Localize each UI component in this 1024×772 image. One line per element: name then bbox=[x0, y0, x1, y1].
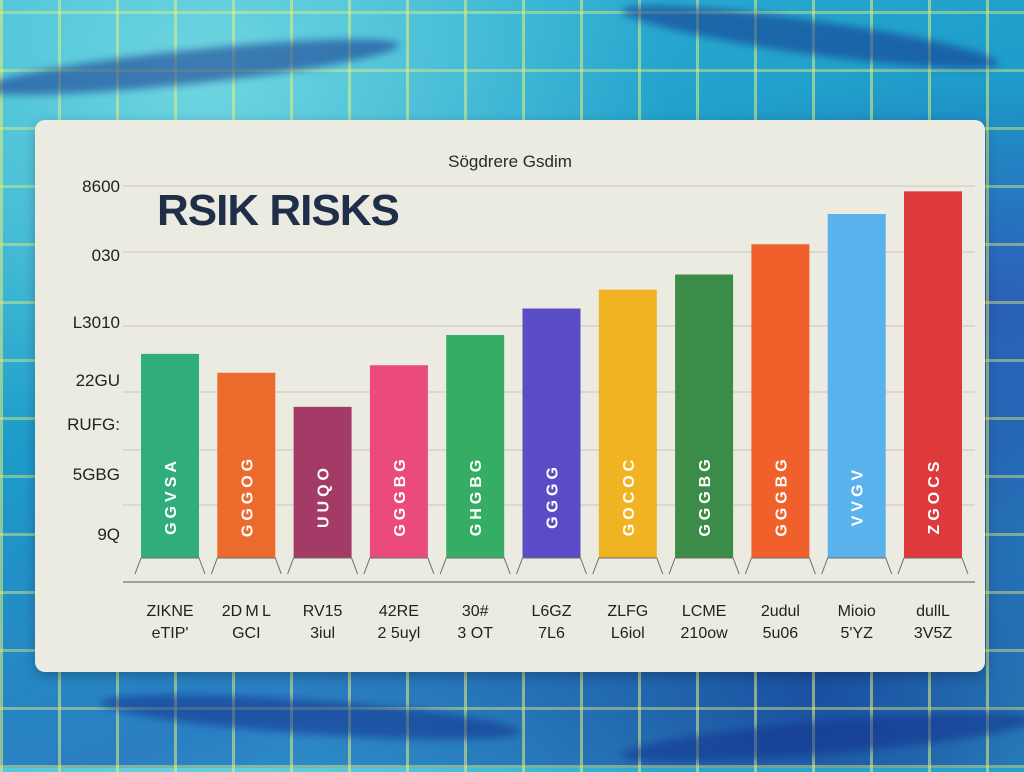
bar-connector bbox=[516, 557, 587, 575]
bar bbox=[522, 308, 581, 558]
y-tick-label: L3010 bbox=[73, 313, 120, 332]
pool-water-band bbox=[619, 0, 1001, 81]
bar-connector bbox=[439, 557, 511, 575]
bar-inner-label: ZGOCS bbox=[926, 458, 943, 535]
bar-connector bbox=[897, 557, 969, 575]
bar-connector bbox=[287, 557, 359, 575]
bar bbox=[827, 214, 886, 558]
bar-inner-label: GGGBG bbox=[773, 455, 790, 536]
chart-subtitle: Sögdrere Gsdim bbox=[448, 152, 572, 171]
x-tick-label: dullL bbox=[916, 603, 950, 620]
bar-inner-label: GGGBG bbox=[697, 455, 714, 536]
x-tick-label: 2udul bbox=[761, 603, 800, 620]
bar-inner-label: GGGBG bbox=[392, 455, 409, 536]
x-tick-label: 30# bbox=[462, 603, 489, 620]
x-tick-label: RV15 bbox=[303, 603, 343, 620]
x-tick-label: ZIKNE bbox=[146, 603, 193, 620]
x-tick-label: ZLFG bbox=[607, 603, 648, 620]
bar-connector bbox=[134, 557, 206, 575]
x-tick-label: eTIP' bbox=[152, 625, 189, 642]
y-tick-label: 8600 bbox=[82, 177, 120, 196]
bar-inner-label: VVGV bbox=[850, 466, 867, 526]
chart-panel: Sögdrere Gsdim RSIK RISKS 8600 030 L3010 22… bbox=[35, 120, 985, 672]
x-tick-label: 2D M L bbox=[222, 603, 271, 620]
bar-chart: 8600 030 L3010 22GU RUFG: 5GBG 9Q GGVSA ZIKNE eTI… bbox=[67, 177, 975, 642]
bar bbox=[904, 191, 962, 558]
bar-connector bbox=[744, 557, 816, 575]
bar bbox=[141, 353, 199, 558]
y-tick-label: 030 bbox=[92, 246, 120, 265]
x-tick-label: 5'YZ bbox=[840, 625, 873, 642]
pool-water-band bbox=[99, 685, 521, 749]
bar bbox=[751, 244, 810, 558]
bar bbox=[598, 289, 657, 558]
x-tick-label: 210ow bbox=[681, 625, 729, 642]
y-tick-label: 9Q bbox=[97, 525, 120, 544]
bar bbox=[369, 365, 428, 558]
bar bbox=[675, 274, 734, 558]
bar-inner-label: GGGOG bbox=[239, 455, 256, 537]
bar-connector bbox=[210, 557, 282, 575]
x-tick-label: 3 OT bbox=[457, 625, 493, 642]
x-tick-label: 2 5uyl bbox=[378, 625, 421, 642]
bar-connector bbox=[668, 557, 740, 575]
bar-inner-label: GGGG bbox=[545, 463, 562, 529]
pool-water-band bbox=[619, 701, 1024, 772]
x-tick-label: 3iul bbox=[310, 625, 335, 642]
x-tick-label: L6iol bbox=[611, 625, 645, 642]
bar-inner-label: GOCOC bbox=[621, 456, 638, 536]
bar bbox=[446, 334, 505, 558]
y-tick-label: 5GBG bbox=[73, 465, 120, 484]
x-tick-label: 5u06 bbox=[763, 625, 799, 642]
bar-connector bbox=[821, 557, 893, 575]
bar-connector bbox=[363, 557, 435, 575]
y-tick-label: 22GU bbox=[76, 371, 120, 390]
x-tick-label: LCME bbox=[682, 603, 726, 620]
bar-inner-label: UUQO bbox=[316, 464, 333, 528]
pool-water-band bbox=[0, 28, 401, 106]
x-tick-label: L6GZ bbox=[531, 603, 571, 620]
x-tick-label: Mioio bbox=[838, 603, 876, 620]
bar bbox=[217, 372, 276, 558]
x-tick-label: 3V5Z bbox=[914, 625, 952, 642]
x-tick-label: 42RE bbox=[379, 603, 419, 620]
bar bbox=[293, 406, 352, 558]
bar-inner-label: GGVSA bbox=[163, 457, 180, 535]
bar-inner-label: GHGBG bbox=[468, 456, 485, 536]
y-tick-label: RUFG: bbox=[67, 415, 120, 434]
x-tick-label: 7L6 bbox=[538, 625, 565, 642]
x-tick-label: GCI bbox=[232, 625, 260, 642]
bar-connector bbox=[592, 557, 664, 575]
chart-title: RSIK RISKS bbox=[157, 186, 400, 235]
